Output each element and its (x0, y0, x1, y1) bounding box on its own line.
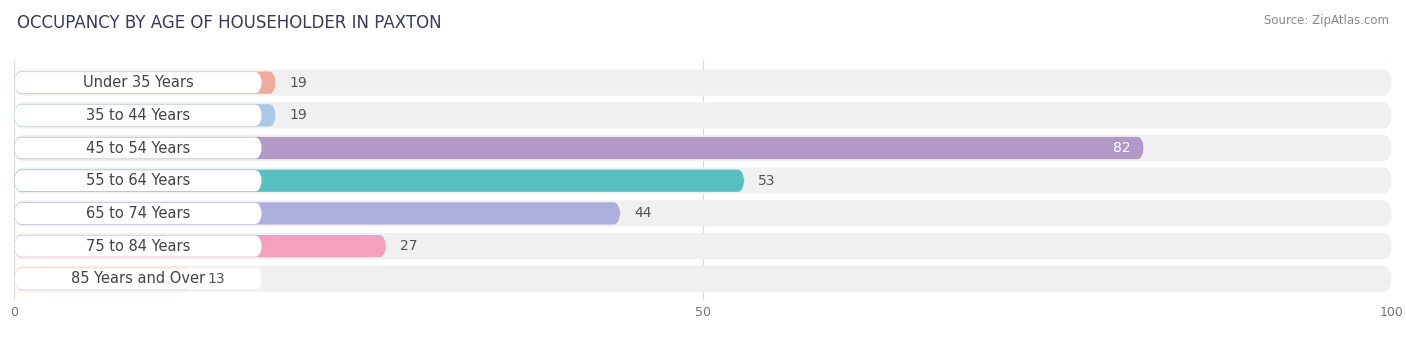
Text: 82: 82 (1112, 141, 1130, 155)
Text: OCCUPANCY BY AGE OF HOUSEHOLDER IN PAXTON: OCCUPANCY BY AGE OF HOUSEHOLDER IN PAXTO… (17, 14, 441, 32)
FancyBboxPatch shape (14, 135, 1392, 161)
Text: 27: 27 (399, 239, 418, 253)
FancyBboxPatch shape (14, 203, 262, 224)
FancyBboxPatch shape (14, 105, 262, 126)
FancyBboxPatch shape (14, 72, 276, 94)
FancyBboxPatch shape (14, 268, 262, 290)
FancyBboxPatch shape (14, 201, 1392, 226)
Text: 19: 19 (290, 76, 308, 90)
Text: Under 35 Years: Under 35 Years (83, 75, 194, 90)
FancyBboxPatch shape (14, 202, 620, 224)
FancyBboxPatch shape (14, 168, 1392, 194)
Text: 53: 53 (758, 174, 776, 188)
FancyBboxPatch shape (14, 137, 1144, 159)
Text: 19: 19 (290, 108, 308, 122)
Text: 44: 44 (634, 206, 651, 220)
FancyBboxPatch shape (14, 70, 1392, 96)
Text: 75 to 84 Years: 75 to 84 Years (86, 239, 190, 254)
FancyBboxPatch shape (14, 104, 276, 127)
FancyBboxPatch shape (14, 235, 387, 257)
Text: 35 to 44 Years: 35 to 44 Years (86, 108, 190, 123)
FancyBboxPatch shape (14, 268, 193, 290)
FancyBboxPatch shape (14, 233, 1392, 259)
FancyBboxPatch shape (14, 266, 1392, 292)
Text: 55 to 64 Years: 55 to 64 Years (86, 173, 190, 188)
FancyBboxPatch shape (14, 137, 262, 159)
Text: 13: 13 (207, 272, 225, 286)
FancyBboxPatch shape (14, 170, 262, 191)
Text: Source: ZipAtlas.com: Source: ZipAtlas.com (1264, 14, 1389, 27)
Text: 65 to 74 Years: 65 to 74 Years (86, 206, 190, 221)
FancyBboxPatch shape (14, 72, 262, 93)
FancyBboxPatch shape (14, 169, 744, 192)
Text: 85 Years and Over: 85 Years and Over (72, 271, 205, 286)
Text: 45 to 54 Years: 45 to 54 Years (86, 140, 190, 155)
FancyBboxPatch shape (14, 236, 262, 257)
FancyBboxPatch shape (14, 102, 1392, 129)
